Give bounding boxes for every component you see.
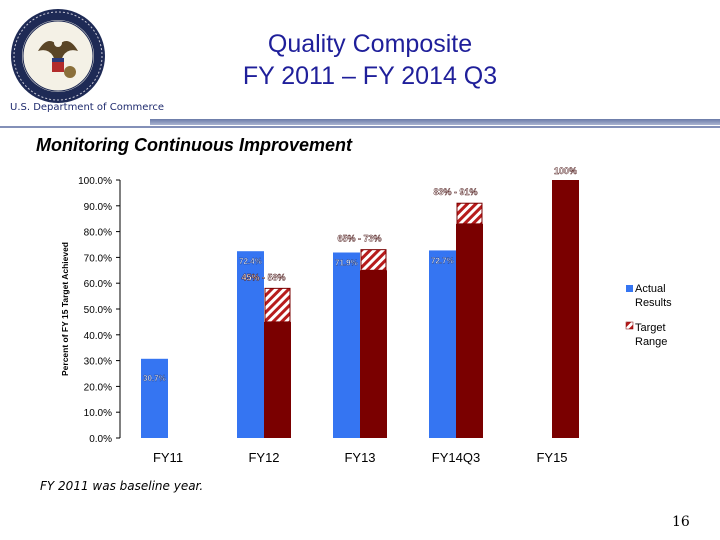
x-category-label: FY14Q3: [432, 450, 480, 465]
y-tick-label: 60.0%: [84, 279, 112, 290]
y-tick-label: 90.0%: [84, 202, 112, 213]
y-axis-title: Percent of FY 15 Target Achieved: [60, 242, 70, 376]
y-tick-label: 50.0%: [84, 305, 112, 316]
header-rule-thin: [0, 126, 720, 128]
legend-swatch-actual: [626, 285, 633, 292]
actual-value-label: 72.4%: [239, 257, 262, 266]
target-range-bar: [264, 321, 291, 438]
target-value-label: 100%: [554, 166, 577, 176]
y-tick-label: 10.0%: [84, 408, 112, 419]
target-range-band: [360, 249, 387, 271]
footnote: FY 2011 was baseline year.: [40, 479, 204, 493]
y-tick-label: 80.0%: [84, 228, 112, 239]
x-category-label: FY13: [344, 450, 375, 465]
actual-value-label: 30.7%: [143, 374, 166, 383]
legend-label-target-line2: Range: [635, 336, 667, 348]
actual-result-bar: [429, 250, 456, 438]
target-range-band: [456, 202, 483, 225]
target-range-bar: [360, 270, 387, 438]
target-bar: [552, 180, 579, 438]
y-tick-label: 40.0%: [84, 331, 112, 342]
legend-label-actual-line2: Results: [635, 297, 672, 309]
target-range-bar: [456, 223, 483, 438]
legend-swatch-target: [625, 321, 634, 330]
actual-result-bar: [333, 252, 360, 438]
title-line-1: Quality Composite: [267, 30, 473, 58]
y-tick-label: 30.0%: [84, 357, 112, 368]
target-range-label: 65% - 73%: [337, 234, 381, 244]
title-line-2: FY 2011 – FY 2014 Q3: [242, 62, 498, 90]
legend-label-target: Target: [635, 322, 666, 334]
page-number: 16: [672, 514, 690, 530]
y-tick-label: 20.0%: [84, 382, 112, 393]
actual-result-bar: [141, 358, 168, 438]
legend-label-actual: Actual: [635, 283, 666, 295]
actual-value-label: 71.9%: [335, 258, 358, 267]
quality-composite-chart: 0.0% 10.0% 20.0% 30.0% 40.0% 50.0% 60.0% 70.0% 8…: [60, 166, 672, 465]
target-range-label: 83% - 91%: [433, 187, 477, 197]
y-tick-label: 70.0%: [84, 253, 112, 264]
actual-result-bar: [237, 251, 264, 438]
department-seal-logo: [11, 9, 105, 103]
department-name: U.S. Department of Commerce: [10, 102, 164, 113]
x-category-label: FY11: [153, 450, 183, 465]
target-range-band: [264, 287, 291, 323]
target-range-label: 45% - 58%: [241, 272, 285, 282]
y-tick-label: 100.0%: [78, 176, 112, 187]
header-rule: [150, 119, 720, 125]
y-tick-label: 0.0%: [89, 434, 112, 445]
x-category-label: FY15: [536, 450, 567, 465]
slide-subtitle: Monitoring Continuous Improvement: [36, 135, 352, 155]
x-category-label: FY12: [248, 450, 279, 465]
actual-value-label: 72.7%: [431, 256, 454, 265]
